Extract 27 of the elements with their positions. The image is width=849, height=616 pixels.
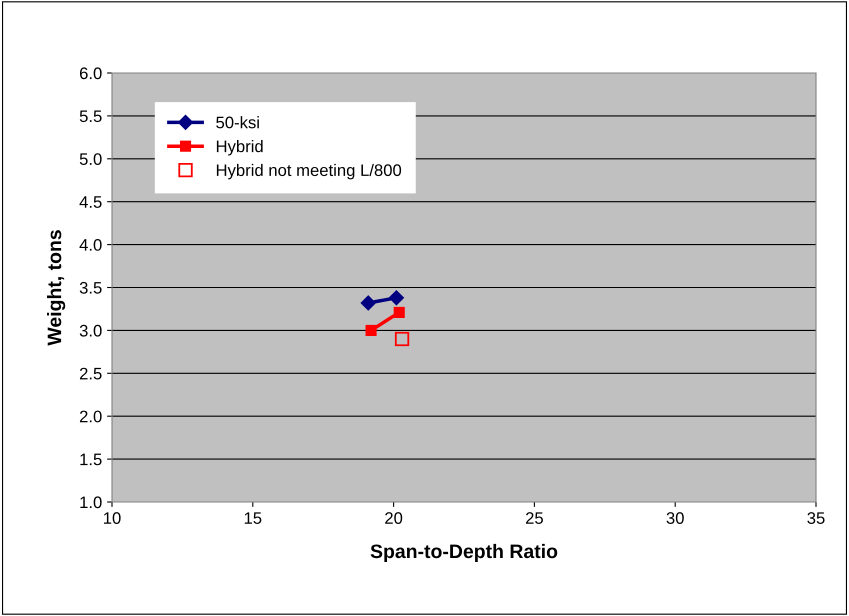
y-tick-label: 1.0 xyxy=(80,496,102,508)
legend-label: 50-ksi xyxy=(216,116,259,128)
x-axis-title: Span-to-Depth Ratio xyxy=(370,544,558,562)
point xyxy=(388,290,404,306)
y-axis-title: Weight, tons xyxy=(47,230,66,346)
legend-label: Hybrid not meeting L/800 xyxy=(216,164,402,180)
y-tick-label: 3.5 xyxy=(80,282,102,294)
point xyxy=(366,324,377,336)
point xyxy=(394,306,405,318)
y-tick-label: 2.5 xyxy=(80,368,102,380)
x-tick-label: 10 xyxy=(104,512,121,524)
y-tick-label: 5.5 xyxy=(80,110,102,122)
y-tick-label: 2.0 xyxy=(80,410,102,422)
legend-label: Hybrid xyxy=(216,140,263,156)
x-tick-label: 30 xyxy=(666,512,684,524)
y-tick-label: 6.0 xyxy=(80,67,102,80)
y-tick-label: 1.5 xyxy=(80,454,102,466)
x-tick-label: 15 xyxy=(244,512,262,524)
x-tick-label: 25 xyxy=(526,512,543,524)
point xyxy=(360,295,376,311)
y-tick-label: 4.5 xyxy=(79,196,102,208)
y-tick-label: 4.0 xyxy=(79,239,102,251)
y-tick-label: 5.0 xyxy=(80,153,102,166)
y-tick-label: 3.0 xyxy=(80,324,102,337)
x-tick-label: 35 xyxy=(807,512,825,524)
x-tick-label: 20 xyxy=(385,512,402,524)
point xyxy=(394,332,410,346)
